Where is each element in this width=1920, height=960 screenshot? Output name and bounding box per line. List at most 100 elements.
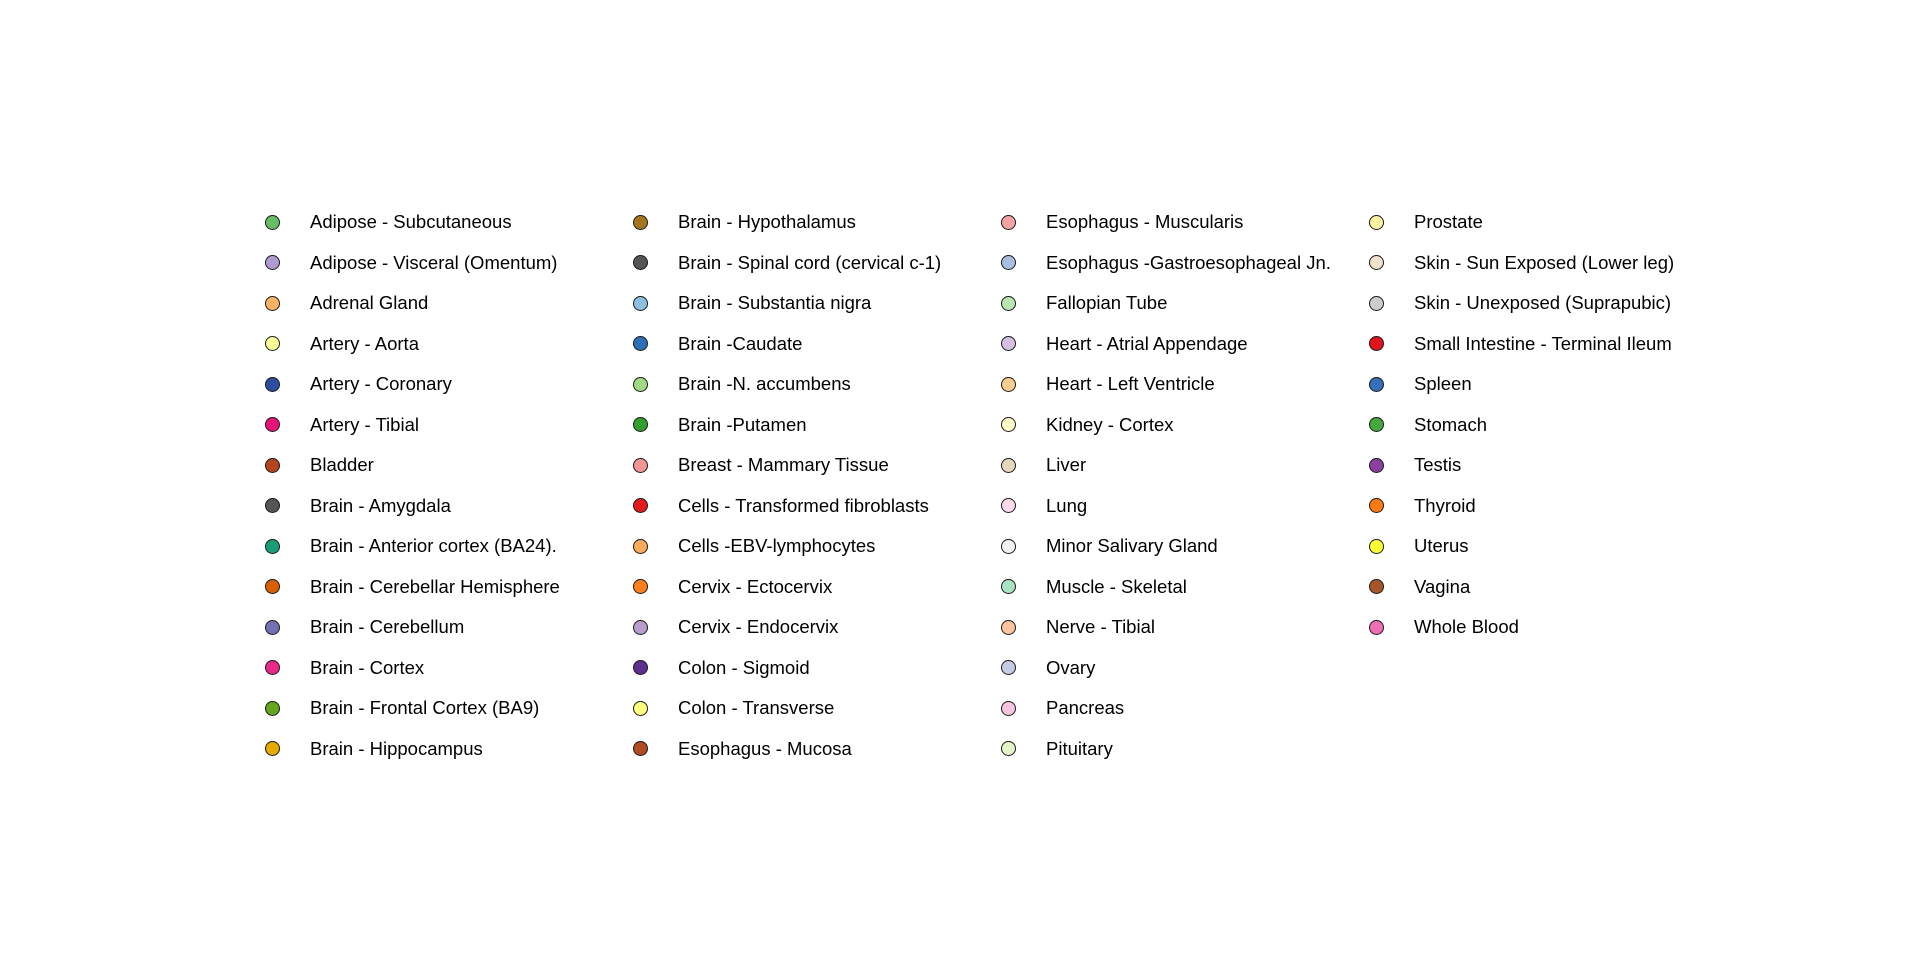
legend-entry: Brain -Putamen — [633, 405, 1001, 446]
legend-marker-icon — [1369, 214, 1384, 230]
legend-label: Cervix - Ectocervix — [678, 575, 833, 597]
legend-entry: Nerve - Tibial — [1001, 607, 1369, 648]
legend-marker-icon — [1001, 579, 1016, 595]
legend-label: Brain - Frontal Cortex (BA9) — [310, 697, 540, 719]
legend-entry: Cells - Transformed fibroblasts — [633, 486, 1001, 527]
legend-marker-icon — [1001, 660, 1016, 676]
legend-entry: Artery - Aorta — [265, 324, 633, 365]
legend-label: Fallopian Tube — [1046, 292, 1168, 314]
legend-entry: Brain - Cortex — [265, 648, 633, 689]
legend-column: Adipose - Subcutaneous Adipose - Visceral… — [265, 202, 633, 769]
legend-marker-icon — [265, 336, 280, 352]
legend-entry: Adipose - Visceral (Omentum) — [265, 243, 633, 284]
legend-label: Testis — [1414, 454, 1462, 476]
legend-marker-icon — [1369, 417, 1384, 433]
legend-label: Adipose - Visceral (Omentum) — [310, 251, 558, 273]
legend-label: Kidney - Cortex — [1046, 413, 1174, 435]
legend-marker-icon — [633, 457, 648, 473]
legend-label: Heart - Left Ventricle — [1046, 373, 1215, 395]
legend-entry: Ovary — [1001, 648, 1369, 689]
legend-entry: Breast - Mammary Tissue — [633, 445, 1001, 486]
legend-marker-icon — [633, 498, 648, 514]
legend-entry: Fallopian Tube — [1001, 283, 1369, 324]
legend-entry: Pituitary — [1001, 729, 1369, 770]
legend-marker-icon — [1369, 579, 1384, 595]
legend-entry: Brain - Frontal Cortex (BA9) — [265, 688, 633, 729]
legend-label: Artery - Tibial — [310, 413, 419, 435]
legend-marker-icon — [265, 619, 280, 635]
legend-entry: Brain - Hippocampus — [265, 729, 633, 770]
legend-label: Bladder — [310, 454, 374, 476]
legend-label: Brain - Cerebellar Hemisphere — [310, 575, 560, 597]
legend-label: Breast - Mammary Tissue — [678, 454, 889, 476]
legend-label: Spleen — [1414, 373, 1472, 395]
legend-label: Brain -Caudate — [678, 332, 803, 354]
legend-marker-icon — [265, 214, 280, 230]
legend-entry: Minor Salivary Gland — [1001, 526, 1369, 567]
legend-label: Brain -N. accumbens — [678, 373, 851, 395]
legend-marker-icon — [265, 255, 280, 271]
legend-entry: Brain - Amygdala — [265, 486, 633, 527]
legend-label: Small Intestine - Terminal Ileum — [1414, 332, 1672, 354]
legend-marker-icon — [265, 295, 280, 311]
legend-label: Brain - Cerebellum — [310, 616, 465, 638]
legend-marker-icon — [1001, 700, 1016, 716]
legend-entry: Lung — [1001, 486, 1369, 527]
legend-marker-icon — [1369, 457, 1384, 473]
legend-label: Brain - Hippocampus — [310, 737, 483, 759]
legend-marker-icon — [1001, 214, 1016, 230]
legend-entry: Vagina — [1369, 567, 1737, 608]
legend-label: Pancreas — [1046, 697, 1125, 719]
legend-label: Brain - Cortex — [310, 656, 425, 678]
legend-label: Uterus — [1414, 535, 1469, 557]
legend-entry: Muscle - Skeletal — [1001, 567, 1369, 608]
legend-label: Adipose - Subcutaneous — [310, 211, 512, 233]
legend-entry: Brain -Caudate — [633, 324, 1001, 365]
legend-marker-icon — [633, 619, 648, 635]
legend-marker-icon — [1001, 457, 1016, 473]
legend-entry: Small Intestine - Terminal Ileum — [1369, 324, 1737, 365]
legend-marker-icon — [633, 295, 648, 311]
legend-entry: Cervix - Ectocervix — [633, 567, 1001, 608]
legend-marker-icon — [1001, 538, 1016, 554]
legend-entry: Brain - Anterior cortex (BA24). — [265, 526, 633, 567]
legend-marker-icon — [265, 700, 280, 716]
legend-entry: Stomach — [1369, 405, 1737, 446]
legend-entry: Skin - Sun Exposed (Lower leg) — [1369, 243, 1737, 284]
legend-marker-icon — [633, 255, 648, 271]
legend-entry: Adipose - Subcutaneous — [265, 202, 633, 243]
legend-marker-icon — [1001, 376, 1016, 392]
legend-entry: Whole Blood — [1369, 607, 1737, 648]
legend-marker-icon — [1369, 295, 1384, 311]
legend-label: Muscle - Skeletal — [1046, 575, 1187, 597]
legend-marker-icon — [265, 498, 280, 514]
legend-entry: Brain - Hypothalamus — [633, 202, 1001, 243]
legend-entry: Brain - Cerebellum — [265, 607, 633, 648]
legend-marker-icon — [265, 538, 280, 554]
legend-marker-icon — [633, 660, 648, 676]
legend-label: Colon - Sigmoid — [678, 656, 810, 678]
legend-entry: Cervix - Endocervix — [633, 607, 1001, 648]
legend-entry: Prostate — [1369, 202, 1737, 243]
legend-marker-icon — [1001, 336, 1016, 352]
legend-entry: Brain - Spinal cord (cervical c-1) — [633, 243, 1001, 284]
legend-label: Adrenal Gland — [310, 292, 429, 314]
legend-entry: Esophagus - Mucosa — [633, 729, 1001, 770]
legend-column: Brain - Hypothalamus Brain - Spinal cord … — [633, 202, 1001, 769]
legend-entry: Brain - Cerebellar Hemisphere — [265, 567, 633, 608]
legend-entry: Uterus — [1369, 526, 1737, 567]
legend-entry: Liver — [1001, 445, 1369, 486]
legend-entry: Artery - Tibial — [265, 405, 633, 446]
legend-entry: Spleen — [1369, 364, 1737, 405]
legend-label: Whole Blood — [1414, 616, 1519, 638]
legend-marker-icon — [265, 417, 280, 433]
legend-marker-icon — [265, 741, 280, 757]
legend-label: Artery - Coronary — [310, 373, 452, 395]
legend-label: Skin - Unexposed (Suprapubic) — [1414, 292, 1672, 314]
legend-entry: Heart - Atrial Appendage — [1001, 324, 1369, 365]
legend-marker-icon — [1369, 255, 1384, 271]
legend-marker-icon — [633, 214, 648, 230]
legend-entry: Testis — [1369, 445, 1737, 486]
legend-label: Lung — [1046, 494, 1088, 516]
legend-label: Brain - Amygdala — [310, 494, 451, 516]
